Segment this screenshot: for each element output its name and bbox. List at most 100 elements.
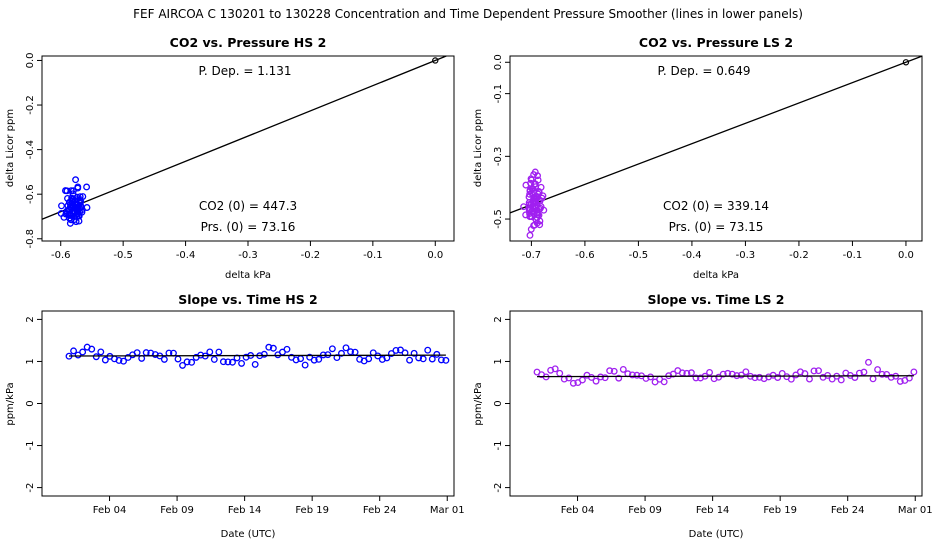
co2-intercept-label: CO2 (0) = 447.3 xyxy=(199,199,297,213)
data-point xyxy=(179,361,186,369)
data-point xyxy=(283,345,291,353)
data-point xyxy=(578,376,586,384)
y-tick-label: 0.0 xyxy=(493,54,504,70)
x-tick-label: Feb 19 xyxy=(763,505,797,516)
data-point xyxy=(183,358,191,366)
data-point xyxy=(687,369,695,377)
data-point xyxy=(310,356,318,364)
x-axis-label: Date (UTC) xyxy=(221,529,276,540)
x-tick-label: -0.3 xyxy=(736,250,756,261)
data-point xyxy=(633,371,641,379)
data-point xyxy=(569,379,577,387)
x-axis-label: delta kPa xyxy=(693,270,739,281)
data-point xyxy=(851,374,859,381)
data-point xyxy=(719,370,727,378)
x-tick-label: Feb 04 xyxy=(93,505,127,516)
y-tick-label: -0.5 xyxy=(493,209,504,229)
x-tick-label: -0.1 xyxy=(843,250,863,261)
data-point xyxy=(419,355,427,363)
y-axis-label: delta Licor ppm xyxy=(473,109,484,187)
data-point xyxy=(910,368,918,376)
data-point xyxy=(60,213,68,221)
data-point xyxy=(265,343,273,351)
data-point xyxy=(269,344,277,352)
data-point xyxy=(887,373,895,381)
data-point xyxy=(896,377,904,385)
panel-slope-time-ls: Slope vs. Time LS 2 Date (UTC) ppm/kPa F… xyxy=(473,292,933,540)
data-point xyxy=(79,348,87,356)
data-point xyxy=(120,357,127,365)
data-point xyxy=(97,348,105,356)
data-point xyxy=(88,345,96,353)
data-point xyxy=(610,367,618,375)
data-point xyxy=(210,355,218,363)
data-point xyxy=(424,346,432,354)
data-point xyxy=(751,374,759,382)
data-point xyxy=(410,349,418,357)
data-point xyxy=(66,203,74,211)
data-point xyxy=(62,210,70,218)
x-axis-label: Date (UTC) xyxy=(689,529,744,540)
data-point xyxy=(869,375,877,383)
data-point xyxy=(115,356,123,364)
data-point xyxy=(67,187,75,195)
data-point xyxy=(522,181,530,189)
data-point xyxy=(715,373,723,381)
data-point xyxy=(874,366,882,374)
x-tick-label: Feb 04 xyxy=(561,505,595,516)
y-tick-label: 2 xyxy=(493,316,504,322)
reference-point xyxy=(902,59,910,66)
plot-frame xyxy=(41,310,455,497)
data-point xyxy=(77,202,85,210)
data-point xyxy=(392,346,400,354)
data-point xyxy=(551,365,559,373)
data-point xyxy=(526,231,534,239)
data-point xyxy=(70,347,78,355)
data-point xyxy=(837,376,845,384)
data-point xyxy=(606,367,614,375)
data-point xyxy=(533,219,541,227)
data-point xyxy=(433,350,441,358)
co2-intercept-label: CO2 (0) = 339.14 xyxy=(663,199,769,213)
x-tick-label: -0.3 xyxy=(238,250,258,261)
pressure-dependence-label: P. Dep. = 0.649 xyxy=(657,64,750,78)
data-point xyxy=(238,359,246,367)
data-point xyxy=(692,374,700,382)
panel-title: CO2 vs. Pressure LS 2 xyxy=(639,35,793,50)
data-point xyxy=(531,180,539,188)
pressure-dependence-label: P. Dep. = 1.131 xyxy=(198,64,291,78)
data-point xyxy=(642,374,650,382)
panel-co2-pressure-hs: CO2 vs. Pressure HS 2 delta kPa delta Li… xyxy=(5,35,455,281)
y-tick-label: 0.0 xyxy=(25,53,36,69)
panel-title: Slope vs. Time LS 2 xyxy=(647,292,784,307)
pressure-intercept-label: Prs. (0) = 73.16 xyxy=(201,220,296,234)
data-point xyxy=(315,355,323,363)
data-point xyxy=(66,198,74,206)
data-point xyxy=(806,375,813,383)
x-tick-label: -0.4 xyxy=(176,250,196,261)
data-point xyxy=(70,216,78,224)
x-tick-label: -0.6 xyxy=(51,250,71,261)
data-point xyxy=(229,358,236,366)
data-point xyxy=(151,351,159,358)
data-point xyxy=(260,350,268,358)
data-point xyxy=(72,176,80,184)
y-tick-label: 2 xyxy=(25,316,36,322)
data-point xyxy=(628,371,636,379)
data-point xyxy=(74,351,82,359)
data-point xyxy=(526,210,533,217)
data-point xyxy=(520,203,528,211)
y-axis-label: ppm/kPa xyxy=(473,382,484,425)
y-axis-label: ppm/kPa xyxy=(5,382,16,425)
smoother-line xyxy=(69,354,446,357)
y-tick-label: -1 xyxy=(493,441,504,451)
data-point xyxy=(324,351,332,359)
x-tick-label: 0.0 xyxy=(898,250,914,261)
data-point xyxy=(706,368,714,376)
smoother-line xyxy=(537,375,914,378)
x-tick-label: -0.5 xyxy=(629,250,649,261)
data-point xyxy=(387,350,395,358)
data-point xyxy=(547,366,555,374)
data-point xyxy=(737,371,745,379)
